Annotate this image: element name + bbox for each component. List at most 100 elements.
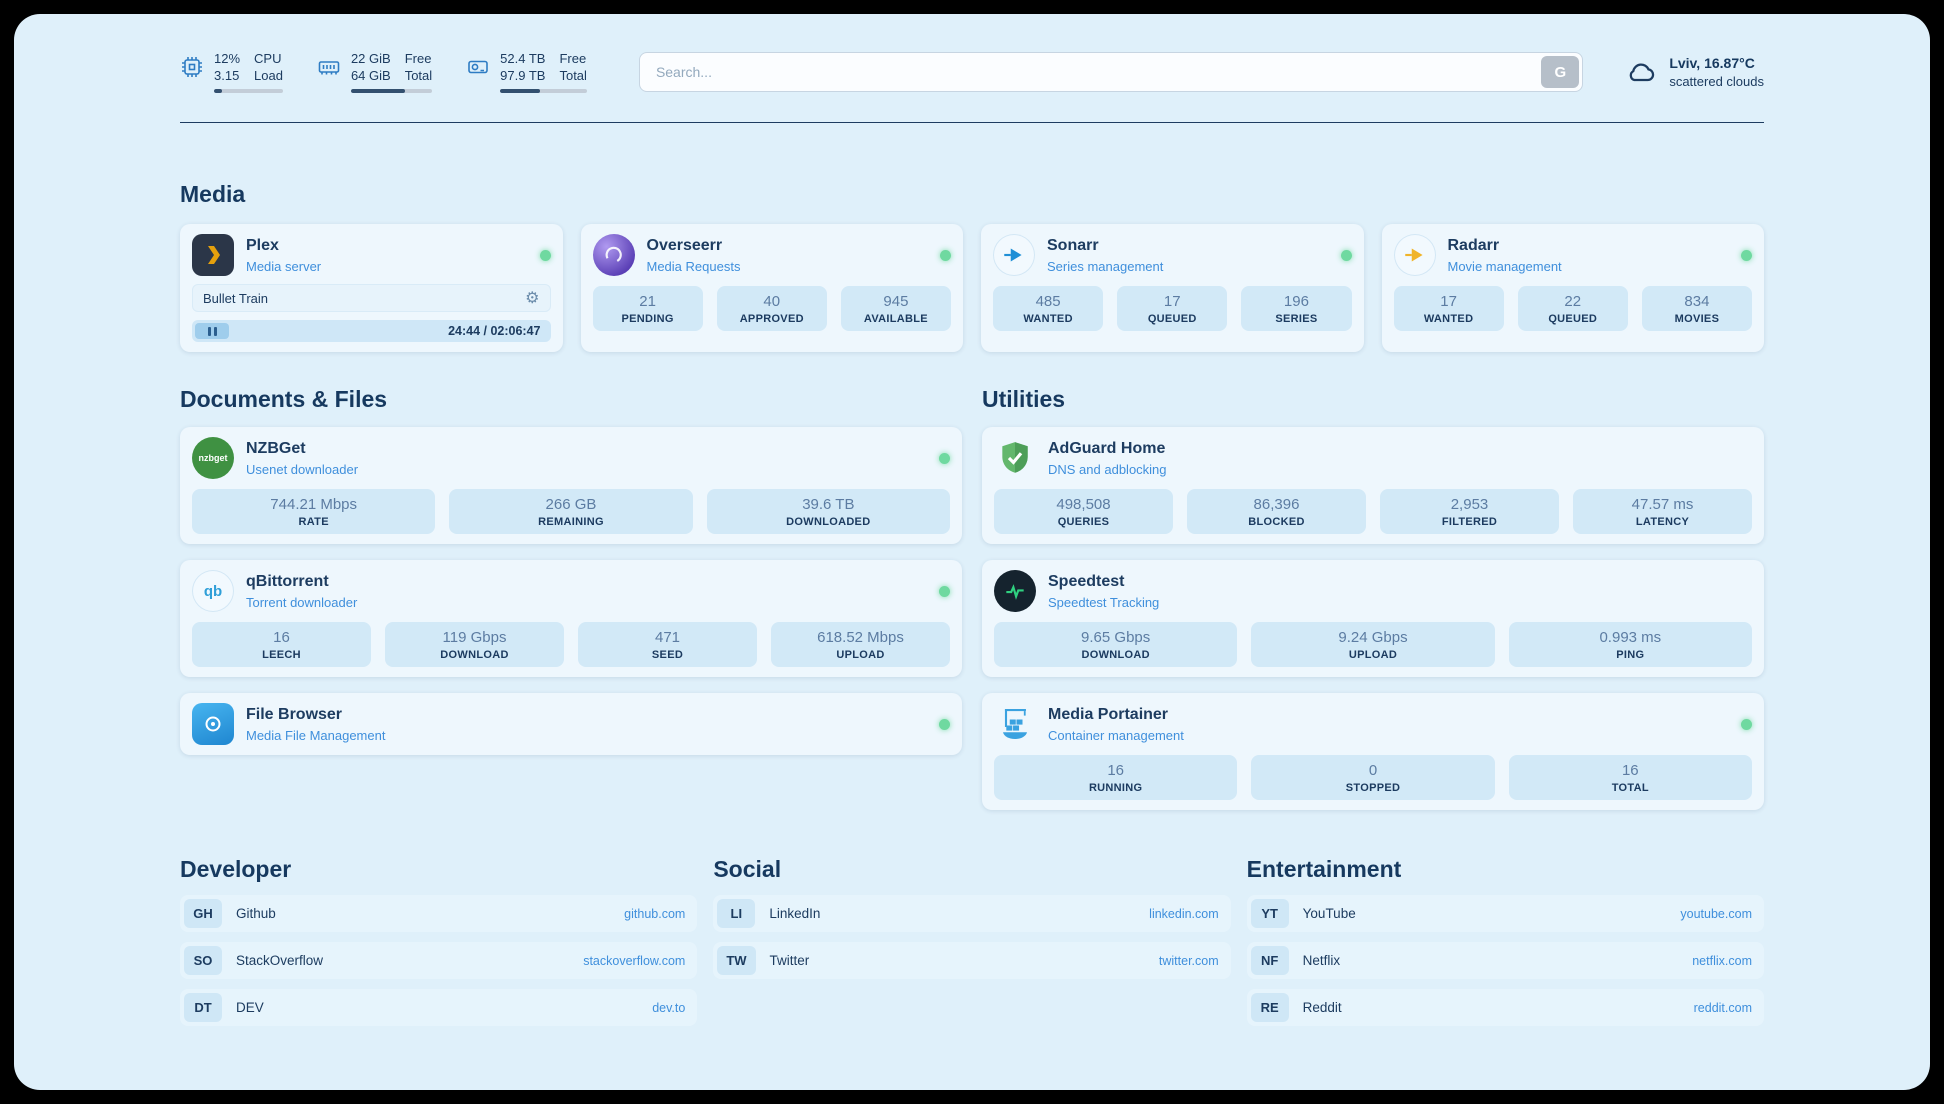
- stat-box: 498,508 QUERIES: [994, 489, 1173, 534]
- app-card-qbittorrent[interactable]: qb qBittorrent Torrent downloader 16: [180, 560, 962, 677]
- bookmark-netflix[interactable]: NF Netflix netflix.com: [1246, 942, 1764, 979]
- section-title-utilities: Utilities: [982, 386, 1066, 412]
- section-title-documents: Documents & Files: [180, 386, 388, 412]
- stat-box: 40 APPROVED: [716, 286, 827, 331]
- gear-icon[interactable]: ⚙: [525, 290, 540, 307]
- stat-box: 21 PENDING: [592, 286, 703, 331]
- documents-column: Documents & Files nzbget NZBGet Usenet d…: [180, 386, 962, 810]
- stat-box: 22 QUEUED: [1517, 286, 1628, 331]
- bookmark-url[interactable]: linkedin.com: [1149, 906, 1219, 921]
- stat-box: 9.24 Gbps UPLOAD: [1251, 622, 1495, 667]
- stat-box: 0.993 ms PING: [1508, 622, 1752, 667]
- topbar-divider: [180, 122, 1764, 123]
- app-name: Radarr: [1447, 237, 1500, 255]
- adguard-icon: [994, 437, 1036, 479]
- bookmark-github[interactable]: GH Github github.com: [180, 895, 698, 932]
- plex-icon: [192, 234, 234, 276]
- app-name: Sonarr: [1047, 237, 1099, 255]
- app-card-portainer[interactable]: Media Portainer Container management 16 …: [982, 693, 1764, 810]
- cpu-progress-fill: [214, 89, 223, 94]
- app-subtitle: Container management: [1048, 727, 1184, 743]
- search-input[interactable]: [638, 52, 1584, 92]
- pause-icon[interactable]: [195, 323, 229, 339]
- bookmark-twitter[interactable]: TW Twitter twitter.com: [713, 942, 1231, 979]
- search-go-button[interactable]: G: [1541, 56, 1580, 88]
- disk-values: 52.4 TB 97.9 TB: [500, 50, 546, 83]
- app-card-adguard[interactable]: AdGuard Home DNS and adblocking 498,508 …: [982, 427, 1764, 544]
- app-subtitle: DNS and adblocking: [1048, 461, 1167, 477]
- status-dot: [1741, 249, 1752, 261]
- utilities-column: Utilities: [982, 386, 1764, 810]
- bookmark-url[interactable]: dev.to: [652, 1000, 686, 1015]
- status-dot: [1741, 718, 1752, 730]
- stat-box: 485 WANTED: [993, 286, 1104, 331]
- app-name: File Browser: [246, 706, 343, 724]
- app-card-sonarr[interactable]: Sonarr Series management 485 WANTED 17 Q…: [981, 224, 1364, 352]
- bookmark-stackoverflow[interactable]: SO StackOverflow stackoverflow.com: [180, 942, 698, 979]
- section-title-media: Media: [180, 181, 246, 207]
- app-subtitle: Movie management: [1447, 258, 1562, 274]
- ram-stat: 22 GiB 64 GiB Free Total: [317, 50, 433, 94]
- social-column: Social LI LinkedIn linkedin.com TW Twitt…: [713, 856, 1231, 1026]
- disk-progress-fill: [500, 89, 541, 94]
- bookmark-url[interactable]: stackoverflow.com: [583, 953, 686, 968]
- bookmark-name: YouTube: [1302, 906, 1356, 921]
- app-card-filebrowser[interactable]: File Browser Media File Management: [180, 693, 962, 755]
- stat-box: 16 RUNNING: [994, 755, 1238, 800]
- now-playing-row: Bullet Train ⚙: [192, 284, 551, 312]
- stat-box: 16 TOTAL: [1508, 755, 1752, 800]
- app-subtitle: Series management: [1047, 258, 1164, 274]
- app-subtitle: Media server: [246, 258, 322, 274]
- sonarr-icon: [993, 234, 1035, 276]
- app-card-nzbget[interactable]: nzbget NZBGet Usenet downloader 744.21 M…: [180, 427, 962, 544]
- bookmark-abbr: DT: [184, 993, 222, 1022]
- filebrowser-icon: [192, 703, 234, 745]
- app-card-speedtest[interactable]: Speedtest Speedtest Tracking 9.65 Gbps D…: [982, 560, 1764, 677]
- ram-values: 22 GiB 64 GiB: [350, 50, 391, 83]
- bookmark-name: Github: [236, 906, 276, 921]
- player-progress-bar[interactable]: 24:44 / 02:06:47: [192, 320, 551, 342]
- cpu-stat: 12% 3.15 CPU Load: [180, 51, 283, 94]
- bookmark-name: Reddit: [1302, 1000, 1342, 1015]
- bookmark-youtube[interactable]: YT YouTube youtube.com: [1246, 895, 1764, 932]
- app-subtitle: Usenet downloader: [246, 461, 359, 477]
- ram-icon: [317, 55, 341, 79]
- disk-stat: 52.4 TB 97.9 TB Free Total: [466, 51, 587, 94]
- app-name: Speedtest: [1048, 573, 1125, 591]
- bookmark-abbr: SO: [184, 946, 222, 975]
- speedtest-icon: [994, 570, 1036, 612]
- bookmark-url[interactable]: netflix.com: [1692, 953, 1752, 968]
- developer-column: Developer GH Github github.com SO StackO…: [180, 856, 698, 1026]
- bookmark-linkedin[interactable]: LI LinkedIn linkedin.com: [713, 895, 1231, 932]
- app-card-radarr[interactable]: Radarr Movie management 17 WANTED 22 QUE…: [1381, 224, 1764, 352]
- stat-box: 471 SEED: [578, 622, 757, 667]
- overseerr-icon: [592, 234, 635, 276]
- section-title-social: Social: [713, 856, 782, 882]
- entertainment-column: Entertainment YT YouTube youtube.com NF …: [1246, 856, 1764, 1026]
- cpu-chip-icon: [180, 55, 204, 79]
- cpu-load-value: 3.15: [214, 67, 240, 83]
- app-card-plex[interactable]: Plex Media server Bullet Train ⚙ 24:44 /…: [180, 224, 563, 352]
- stat-box: 0 STOPPED: [1251, 755, 1495, 800]
- bookmark-url[interactable]: github.com: [624, 906, 686, 921]
- now-playing-title: Bullet Train: [203, 290, 269, 306]
- stat-box: 266 GB REMAINING: [449, 489, 693, 534]
- stat-box: 945 AVAILABLE: [840, 286, 952, 331]
- stat-box: 16 LEECH: [192, 622, 371, 667]
- app-card-overseerr[interactable]: Overseerr Media Requests 21 PENDING 40 A…: [580, 224, 963, 352]
- bookmark-url[interactable]: reddit.com: [1693, 1000, 1752, 1015]
- weather-widget: Lviv, 16.87°C scattered clouds: [1625, 54, 1764, 90]
- weather-condition: scattered clouds: [1669, 73, 1764, 89]
- bookmark-url[interactable]: youtube.com: [1680, 906, 1752, 921]
- bookmark-url[interactable]: twitter.com: [1158, 953, 1219, 968]
- bookmark-abbr: GH: [184, 899, 222, 928]
- status-dot: [939, 452, 950, 464]
- bookmark-dev[interactable]: DT DEV dev.to: [180, 989, 698, 1026]
- app-name: Overseerr: [646, 237, 723, 255]
- app-subtitle: Media Requests: [646, 258, 741, 274]
- app-subtitle: Torrent downloader: [246, 594, 358, 610]
- status-dot: [940, 249, 951, 261]
- bookmark-reddit[interactable]: RE Reddit reddit.com: [1246, 989, 1764, 1026]
- ram-progress-bar: [350, 89, 433, 94]
- disk-icon: [466, 55, 490, 79]
